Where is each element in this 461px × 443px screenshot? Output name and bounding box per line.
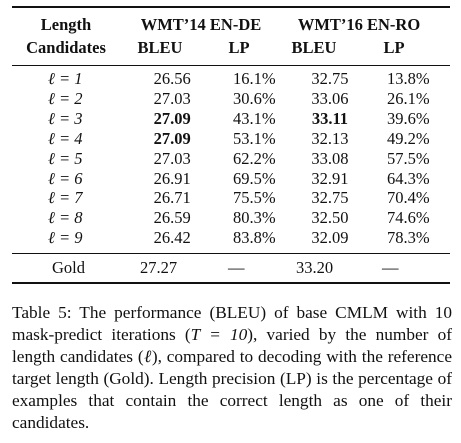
- length-candidate-cell: ℓ = 3: [48, 108, 83, 128]
- length-candidate-cell: ℓ = 9: [48, 228, 83, 248]
- ro-bleu-cell: 33.06: [311, 88, 349, 108]
- header-ro-lp: LP: [383, 38, 405, 57]
- ro-lp-cell: 13.8%: [387, 69, 430, 88]
- table-row: ℓ = 3 27.09 43.1% 33.11 39.6%: [12, 109, 450, 129]
- caption-t-equals: T = 10: [190, 325, 248, 344]
- ro-lp-cell: 57.5%: [387, 148, 430, 168]
- de-bleu-cell: 26.42: [153, 228, 191, 248]
- ro-bleu-cell: 32.09: [311, 228, 349, 248]
- de-lp-cell: 53.1%: [233, 128, 276, 148]
- de-lp-cell: 69.5%: [233, 168, 276, 188]
- de-bleu-cell: 27.03: [153, 148, 191, 168]
- de-lp-cell: 30.6%: [233, 88, 276, 108]
- de-bleu-cell: 26.91: [153, 168, 191, 188]
- de-bleu-cell: 27.09: [153, 128, 191, 148]
- header-length: Length: [40, 15, 92, 34]
- ro-lp-cell: 74.6%: [387, 208, 430, 228]
- ro-bleu-cell: 33.08: [311, 148, 349, 168]
- table-header-rule: [12, 65, 450, 66]
- header-group-wmt14: WMT’14 EN-DE: [140, 15, 262, 34]
- ro-lp-cell: 49.2%: [387, 128, 430, 148]
- caption-ell: ℓ: [143, 347, 152, 366]
- de-lp-cell: 75.5%: [233, 188, 276, 208]
- ro-lp-cell: 78.3%: [387, 228, 430, 248]
- gold-ro-lp: —: [382, 258, 399, 277]
- ro-bleu-cell: 32.75: [311, 188, 349, 208]
- length-candidate-cell: ℓ = 1: [48, 69, 83, 88]
- header-candidates: Candidates: [26, 38, 106, 57]
- de-lp-cell: 16.1%: [233, 69, 276, 88]
- caption-part3: ), compared to decoding with the referen…: [12, 347, 452, 432]
- de-bleu-cell: 27.03: [153, 88, 191, 108]
- length-candidate-cell: ℓ = 2: [48, 88, 83, 108]
- de-lp-cell: 43.1%: [233, 108, 276, 128]
- table-row: ℓ = 5 27.03 62.2% 33.08 57.5%: [12, 149, 450, 169]
- table-bottom-rule: [12, 282, 450, 284]
- table-row: ℓ = 1 26.56 16.1% 32.75 13.8%: [12, 69, 450, 89]
- table-row: ℓ = 6 26.91 69.5% 32.91 64.3%: [12, 169, 450, 189]
- table-row: ℓ = 2 27.03 30.6% 33.06 26.1%: [12, 89, 450, 109]
- length-candidate-cell: ℓ = 5: [48, 148, 83, 168]
- table-top-rule: [12, 6, 450, 8]
- table-gold-rule: [12, 253, 450, 254]
- gold-ro-bleu: 33.20: [296, 258, 334, 277]
- length-candidate-cell: ℓ = 6: [48, 168, 83, 188]
- ro-bleu-cell: 32.91: [311, 168, 349, 188]
- de-lp-cell: 80.3%: [233, 208, 276, 228]
- table-row: ℓ = 4 27.09 53.1% 32.13 49.2%: [12, 129, 450, 149]
- ro-lp-cell: 26.1%: [387, 88, 430, 108]
- table-caption: Table 5: The performance (BLEU) of base …: [12, 302, 452, 434]
- ro-bleu-cell: 32.13: [311, 128, 349, 148]
- de-bleu-cell: 26.71: [153, 188, 191, 208]
- ro-bleu-cell: 33.11: [311, 108, 349, 128]
- de-lp-cell: 83.8%: [233, 228, 276, 248]
- ro-bleu-cell: 32.50: [311, 208, 349, 228]
- ro-bleu-cell: 32.75: [311, 69, 349, 88]
- ro-lp-cell: 70.4%: [387, 188, 430, 208]
- ro-lp-cell: 39.6%: [387, 108, 430, 128]
- header-de-bleu: BLEU: [137, 38, 183, 57]
- length-candidate-cell: ℓ = 4: [48, 128, 83, 148]
- de-bleu-cell: 26.56: [153, 69, 191, 88]
- de-lp-cell: 62.2%: [233, 148, 276, 168]
- header-group-wmt16: WMT’16 EN-RO: [297, 15, 421, 34]
- length-candidate-cell: ℓ = 7: [48, 188, 83, 208]
- length-candidate-cell: ℓ = 8: [48, 208, 83, 228]
- de-bleu-cell: 27.09: [153, 108, 191, 128]
- results-table: ℓ = 1 26.56 16.1% 32.75 13.8% ℓ = 2 27.03 30.6%…: [12, 69, 450, 248]
- ro-lp-cell: 64.3%: [387, 168, 430, 188]
- de-bleu-cell: 26.59: [153, 208, 191, 228]
- caption-part2: ), varied by the number of length candid…: [12, 325, 452, 366]
- gold-de-lp: —: [228, 258, 245, 277]
- table-row: ℓ = 9 26.42 83.8% 32.09 78.3%: [12, 228, 450, 248]
- header-ro-bleu: BLEU: [291, 38, 337, 57]
- gold-de-bleu: 27.27: [140, 258, 178, 277]
- gold-label: Gold: [52, 258, 85, 277]
- table-row: ℓ = 7 26.71 75.5% 32.75 70.4%: [12, 188, 450, 208]
- caption-part1: Table 5: The performance (BLEU) of base …: [12, 303, 452, 344]
- table-row: ℓ = 8 26.59 80.3% 32.50 74.6%: [12, 208, 450, 228]
- header-de-lp: LP: [228, 38, 250, 57]
